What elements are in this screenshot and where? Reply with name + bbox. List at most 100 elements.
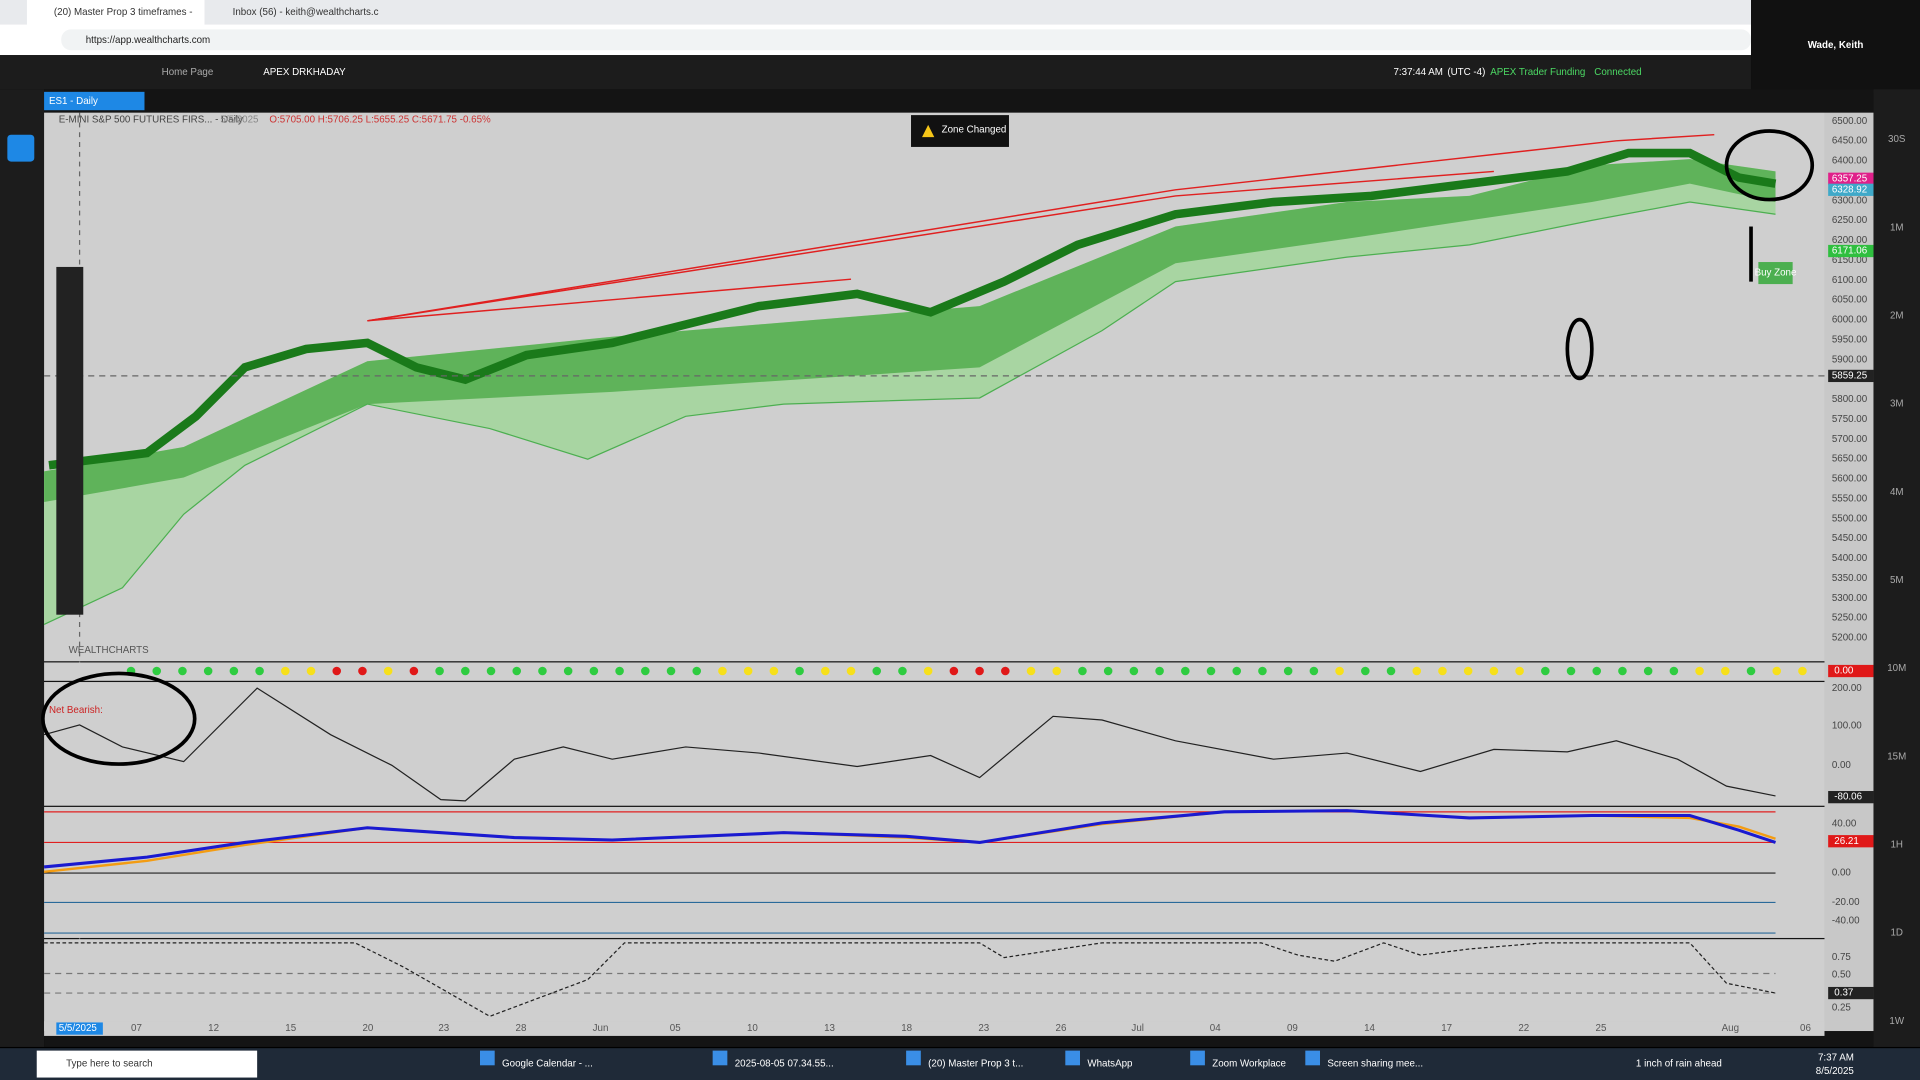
url-field[interactable] — [61, 29, 1752, 51]
price-label: 5550.00 — [1832, 493, 1868, 504]
price-label: 5250.00 — [1832, 613, 1868, 624]
signal-dot — [1592, 666, 1602, 676]
band-edge — [43, 201, 1776, 626]
price-candles — [48, 148, 1777, 470]
signal-dot — [1489, 666, 1499, 676]
tab-title[interactable]: Inbox (56) - keith@wealthcharts.c — [233, 7, 379, 18]
symbol[interactable]: ES1 - Daily — [49, 96, 98, 107]
indicator-tag — [1828, 664, 1874, 678]
drawing-toolbar[interactable] — [56, 266, 84, 615]
signal-dot — [692, 666, 702, 676]
taskbar-app[interactable] — [906, 1050, 921, 1066]
app-tab[interactable]: Home Page — [162, 67, 214, 78]
taskbar-app-label[interactable]: 2025-08-05 07.34.55... — [735, 1059, 834, 1070]
tab-title[interactable]: (20) Master Prop 3 timeframes - — [54, 7, 193, 18]
signal-dot — [538, 666, 547, 676]
symbol-tag[interactable] — [44, 91, 145, 111]
price-label: 5500.00 — [1832, 513, 1868, 524]
indicator-axis-label: 0.25 — [1832, 1002, 1852, 1013]
tray-date: 8/5/2025 — [1816, 1066, 1855, 1077]
indicator-axis-label: 40.00 — [1832, 819, 1857, 830]
price-label: 5650.00 — [1832, 454, 1868, 465]
signal-dot — [769, 666, 779, 676]
active-tab[interactable] — [26, 0, 205, 25]
buy-zone — [1758, 262, 1793, 285]
taskbar-app[interactable] — [1065, 1050, 1080, 1066]
price-tag — [1828, 369, 1874, 383]
price-label: 5400.00 — [1832, 553, 1868, 564]
signal-dot — [589, 666, 599, 676]
price-tag-label: 6357.25 — [1832, 173, 1868, 184]
instrument: E-MINI S&P 500 FUTURES FIRS... - Daily — [59, 115, 243, 126]
oscillator-pane — [44, 682, 1825, 806]
taskbar-app[interactable] — [1190, 1050, 1205, 1066]
signal-dot — [1309, 666, 1319, 676]
taskbar-app[interactable] — [712, 1050, 728, 1066]
signal-dot — [1798, 666, 1807, 676]
left-toolbar — [0, 89, 45, 1047]
indicator-axis-label: 100.00 — [1832, 721, 1862, 732]
status: Connected — [1594, 67, 1641, 78]
taskbar-app-label[interactable]: Screen sharing mee... — [1327, 1059, 1423, 1070]
timeframe[interactable]: 15M — [1887, 751, 1906, 762]
taskbar-app-label[interactable]: Google Calendar - ... — [502, 1059, 593, 1070]
indicator-value: -80.06 — [1834, 792, 1862, 803]
price-tag-label: 6328.92 — [1832, 184, 1867, 195]
price-label: 5350.00 — [1832, 573, 1868, 584]
inner-band — [44, 159, 1776, 503]
url[interactable]: https://app.wealthcharts.com — [86, 35, 211, 46]
date-label: 09 — [1287, 1023, 1298, 1034]
signal-dot — [1078, 666, 1087, 676]
date-label: 18 — [901, 1023, 912, 1034]
timeframe[interactable]: 3M — [1890, 399, 1904, 410]
indicator-tag — [1828, 791, 1874, 804]
signal-dot — [949, 666, 959, 676]
price-label: 6000.00 — [1832, 315, 1868, 326]
date-label: 04 — [1210, 1023, 1221, 1034]
indicator-tag — [1828, 986, 1874, 1000]
drawing — [41, 671, 197, 766]
taskbar-app-label[interactable]: WhatsApp — [1087, 1059, 1133, 1070]
indicator-tag — [1828, 835, 1874, 848]
clock: 7:37:44 AM — [1393, 67, 1442, 78]
user-video — [1751, 0, 1920, 94]
timeframe[interactable]: 2M — [1890, 311, 1904, 322]
timeframe[interactable]: 1D — [1890, 928, 1903, 939]
taskbar-app-label[interactable]: Zoom Workplace — [1212, 1059, 1286, 1070]
price-label: 5750.00 — [1832, 414, 1868, 425]
timeframe[interactable]: 5M — [1890, 575, 1904, 586]
search-box[interactable] — [36, 1050, 258, 1078]
indicator-value: 0.37 — [1834, 988, 1853, 999]
taskbar-app-label[interactable]: (20) Master Prop 3 t... — [928, 1059, 1023, 1070]
timeframe[interactable]: 10M — [1887, 663, 1906, 674]
indicator-axis-label: -20.00 — [1832, 897, 1860, 908]
signal-dot — [1001, 666, 1010, 676]
signal-dot — [1438, 666, 1447, 676]
signal-dot — [332, 666, 342, 676]
date-label: Jul — [1131, 1023, 1144, 1034]
price-label: 6400.00 — [1832, 156, 1868, 167]
add-button[interactable] — [7, 134, 35, 162]
taskbar-app[interactable] — [480, 1050, 495, 1066]
account[interactable]: APEX Trader Funding — [1490, 67, 1585, 78]
signal-dot — [461, 666, 470, 676]
signal-dot — [1515, 666, 1524, 676]
price-label: 5300.00 — [1832, 593, 1868, 604]
time-axis — [44, 1021, 1825, 1036]
signal-dot — [1386, 666, 1396, 676]
app-tab[interactable]: APEX DRKHADAY — [263, 67, 346, 78]
price-label: 5800.00 — [1832, 394, 1868, 405]
price-label: 6050.00 — [1832, 295, 1868, 306]
search-text[interactable]: Type here to search — [66, 1059, 152, 1070]
brand: WEALTHCHARTS — [69, 645, 150, 656]
taskbar-app[interactable] — [1305, 1050, 1320, 1066]
timeframe[interactable]: 4M — [1890, 487, 1904, 498]
timeframe[interactable]: 1H — [1890, 839, 1903, 850]
app-bar — [0, 55, 1752, 90]
timeframe[interactable]: 1W — [1889, 1016, 1904, 1027]
timeframe[interactable]: 30S — [1888, 134, 1906, 145]
date-label: 22 — [1518, 1023, 1529, 1034]
signal-pane — [44, 662, 1825, 681]
timeframe[interactable]: 1M — [1890, 222, 1904, 233]
